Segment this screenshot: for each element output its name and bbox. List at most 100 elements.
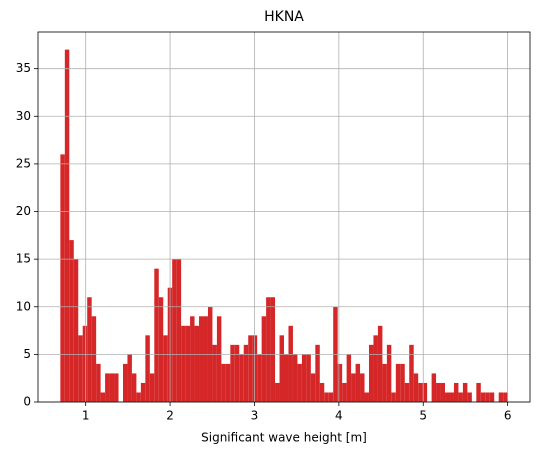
bar (154, 268, 159, 402)
bar (145, 335, 150, 402)
bar (82, 325, 88, 402)
bar (418, 382, 423, 402)
bar (360, 373, 365, 402)
bar (436, 382, 441, 402)
bar (382, 363, 387, 402)
bar (78, 335, 83, 402)
bar (105, 373, 110, 402)
bar (440, 382, 446, 402)
bar (324, 392, 329, 402)
y-tick-label: 35 (16, 61, 31, 75)
bar (404, 382, 410, 402)
bar (301, 354, 307, 402)
bar (431, 373, 437, 402)
bar (122, 363, 128, 402)
bar (351, 373, 356, 402)
bar (172, 259, 177, 402)
bar (257, 354, 262, 402)
bar (190, 316, 195, 402)
x-tick-label: 3 (251, 409, 259, 423)
x-tick-label: 4 (335, 409, 343, 423)
bar (386, 344, 392, 402)
bar (306, 354, 311, 402)
bar (96, 363, 101, 402)
bar (239, 354, 244, 402)
bar (503, 392, 508, 402)
bar (400, 363, 405, 402)
bar (73, 259, 79, 402)
bar (368, 344, 374, 402)
bar (64, 49, 70, 402)
bar (364, 392, 369, 402)
bar (458, 392, 463, 402)
bar (498, 392, 504, 402)
bar (395, 363, 401, 402)
bar (328, 392, 334, 402)
bar (131, 373, 137, 402)
bar (266, 297, 271, 402)
bar (176, 259, 182, 402)
bar (234, 344, 240, 402)
bar (261, 316, 267, 402)
bar (453, 382, 459, 402)
bar (445, 392, 450, 402)
bar (163, 335, 168, 402)
bar (243, 344, 249, 402)
bar (480, 392, 486, 402)
bar (279, 335, 284, 402)
y-tick-label: 0 (23, 395, 31, 409)
bar (248, 335, 253, 402)
bar (87, 297, 92, 402)
bar (114, 373, 119, 402)
bar (373, 335, 378, 402)
bar (136, 392, 141, 402)
bar (413, 373, 419, 402)
bar (149, 373, 155, 402)
bar (158, 297, 164, 402)
bar (252, 335, 258, 402)
bar (319, 382, 325, 402)
bar (216, 316, 222, 402)
bar (288, 325, 293, 402)
bar (346, 354, 352, 402)
bar (100, 392, 106, 402)
bar (315, 344, 320, 402)
y-tick-label: 10 (16, 299, 31, 313)
y-tick-label: 5 (23, 347, 31, 361)
x-tick-label: 1 (82, 409, 90, 423)
bar (342, 382, 347, 402)
bar (377, 325, 383, 402)
bar (203, 316, 208, 402)
bar (194, 325, 200, 402)
bar (467, 392, 472, 402)
bar (199, 316, 204, 402)
bar (275, 382, 280, 402)
bar (489, 392, 495, 402)
bar (140, 382, 146, 402)
bar (270, 297, 276, 402)
x-tick-label: 2 (166, 409, 174, 423)
bar (391, 392, 396, 402)
bar (485, 392, 490, 402)
bar (185, 325, 191, 402)
y-tick-label: 25 (16, 156, 31, 170)
bar (221, 363, 226, 402)
bar (310, 373, 316, 402)
bar (476, 382, 481, 402)
bar (462, 382, 468, 402)
y-tick-label: 15 (16, 252, 31, 266)
bar (337, 363, 343, 402)
bar (230, 344, 235, 402)
bar (422, 382, 428, 402)
x-tick-label: 6 (504, 409, 512, 423)
bar (181, 325, 186, 402)
bar (409, 344, 414, 402)
bar (91, 316, 97, 402)
bar (297, 363, 302, 402)
y-tick-label: 20 (16, 204, 31, 218)
plot-frame (37, 31, 531, 403)
bar (60, 154, 65, 402)
bar (225, 363, 231, 402)
